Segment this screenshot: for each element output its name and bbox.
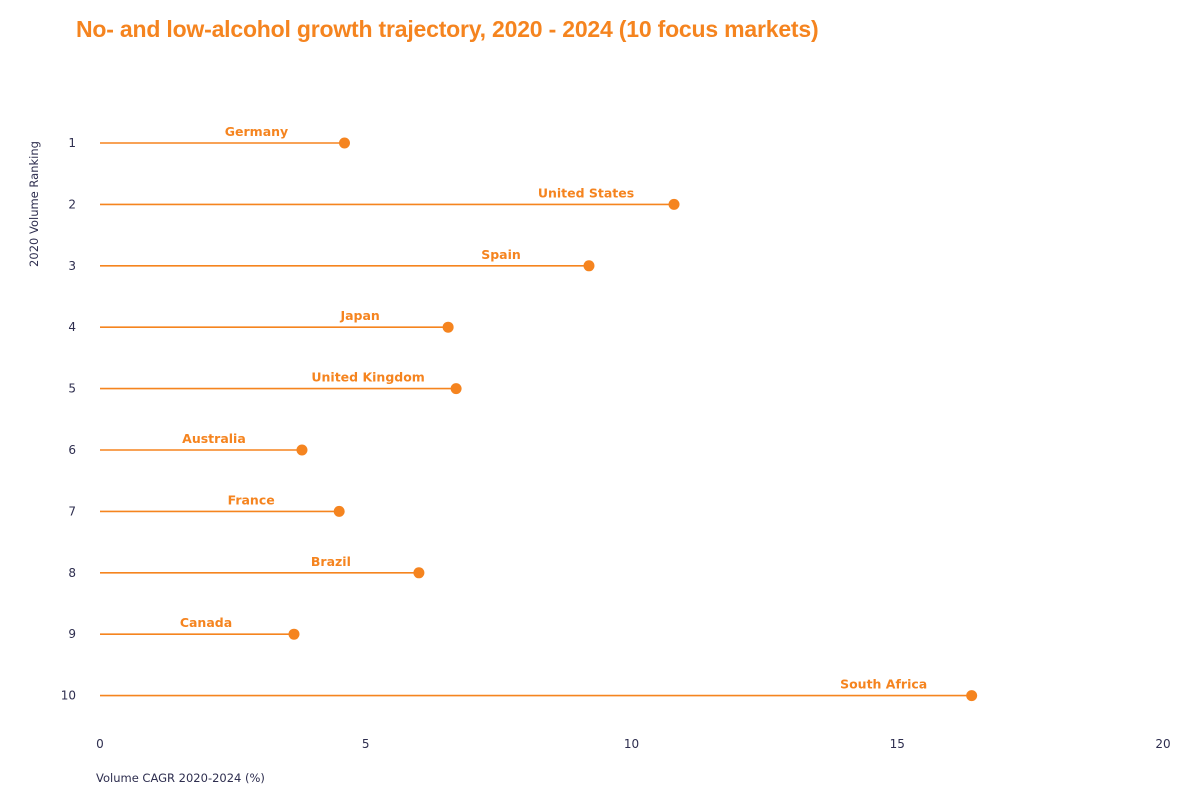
lollipop-spain: Spain: [100, 247, 595, 272]
lollipop-japan: Japan: [100, 308, 454, 333]
y-ticks: 1 2 3 4 5 6 7 8 9 10: [61, 136, 76, 703]
x-tick-label: 5: [362, 737, 370, 751]
x-tick-label: 10: [624, 737, 639, 751]
market-label: United States: [538, 185, 634, 200]
lollipop-canada: Canada: [100, 615, 300, 640]
y-tick-label: 3: [68, 259, 76, 273]
market-label: United Kingdom: [311, 370, 424, 385]
market-label: France: [228, 492, 275, 507]
y-tick-label: 10: [61, 689, 76, 703]
market-label: Germany: [225, 124, 288, 139]
x-tick-label: 15: [890, 737, 905, 751]
lollipop-dot: [296, 444, 308, 456]
x-tick-label: 0: [96, 737, 104, 751]
x-tick-label: 20: [1155, 737, 1170, 751]
market-label: Canada: [180, 615, 232, 630]
y-axis-label: 2020 Volume Ranking: [27, 141, 41, 267]
lollipop-dot: [668, 198, 680, 210]
lollipop-australia: Australia: [100, 431, 308, 456]
y-tick-label: 9: [68, 627, 76, 641]
lollipop-dot: [413, 567, 425, 579]
lollipop-south-africa: South Africa: [100, 677, 978, 702]
lollipop-germany: Germany: [100, 124, 350, 149]
chart-marks: Germany United States Spain Japan United Kin…: [100, 124, 978, 702]
lollipop-france: France: [100, 492, 345, 517]
market-label: Australia: [182, 431, 246, 446]
lollipop-united-states: United States: [100, 185, 680, 210]
y-tick-label: 7: [68, 504, 76, 518]
lollipop-dot: [442, 321, 454, 333]
y-tick-label: 4: [68, 320, 76, 334]
lollipop-dot: [338, 137, 350, 149]
lollipop-dot: [450, 383, 462, 395]
market-label: Spain: [481, 247, 521, 262]
lollipop-united-kingdom: United Kingdom: [100, 370, 462, 395]
y-tick-label: 5: [68, 382, 76, 396]
y-tick-label: 2: [68, 197, 76, 211]
y-tick-label: 6: [68, 443, 76, 457]
market-label: South Africa: [840, 677, 927, 692]
y-tick-label: 8: [68, 566, 76, 580]
market-label: Brazil: [311, 554, 351, 569]
chart-title: No- and low-alcohol growth trajectory, 2…: [76, 16, 819, 42]
lollipop-dot: [583, 260, 595, 272]
lollipop-brazil: Brazil: [100, 554, 425, 579]
lollipop-dot: [333, 505, 345, 517]
lollipop-dot: [966, 690, 978, 702]
lollipop-dot: [288, 628, 300, 640]
y-tick-label: 1: [68, 136, 76, 150]
x-axis-label: Volume CAGR 2020-2024 (%): [96, 771, 265, 785]
x-ticks: 0 5 10 15 20: [96, 737, 1170, 751]
market-label: Japan: [339, 308, 379, 323]
